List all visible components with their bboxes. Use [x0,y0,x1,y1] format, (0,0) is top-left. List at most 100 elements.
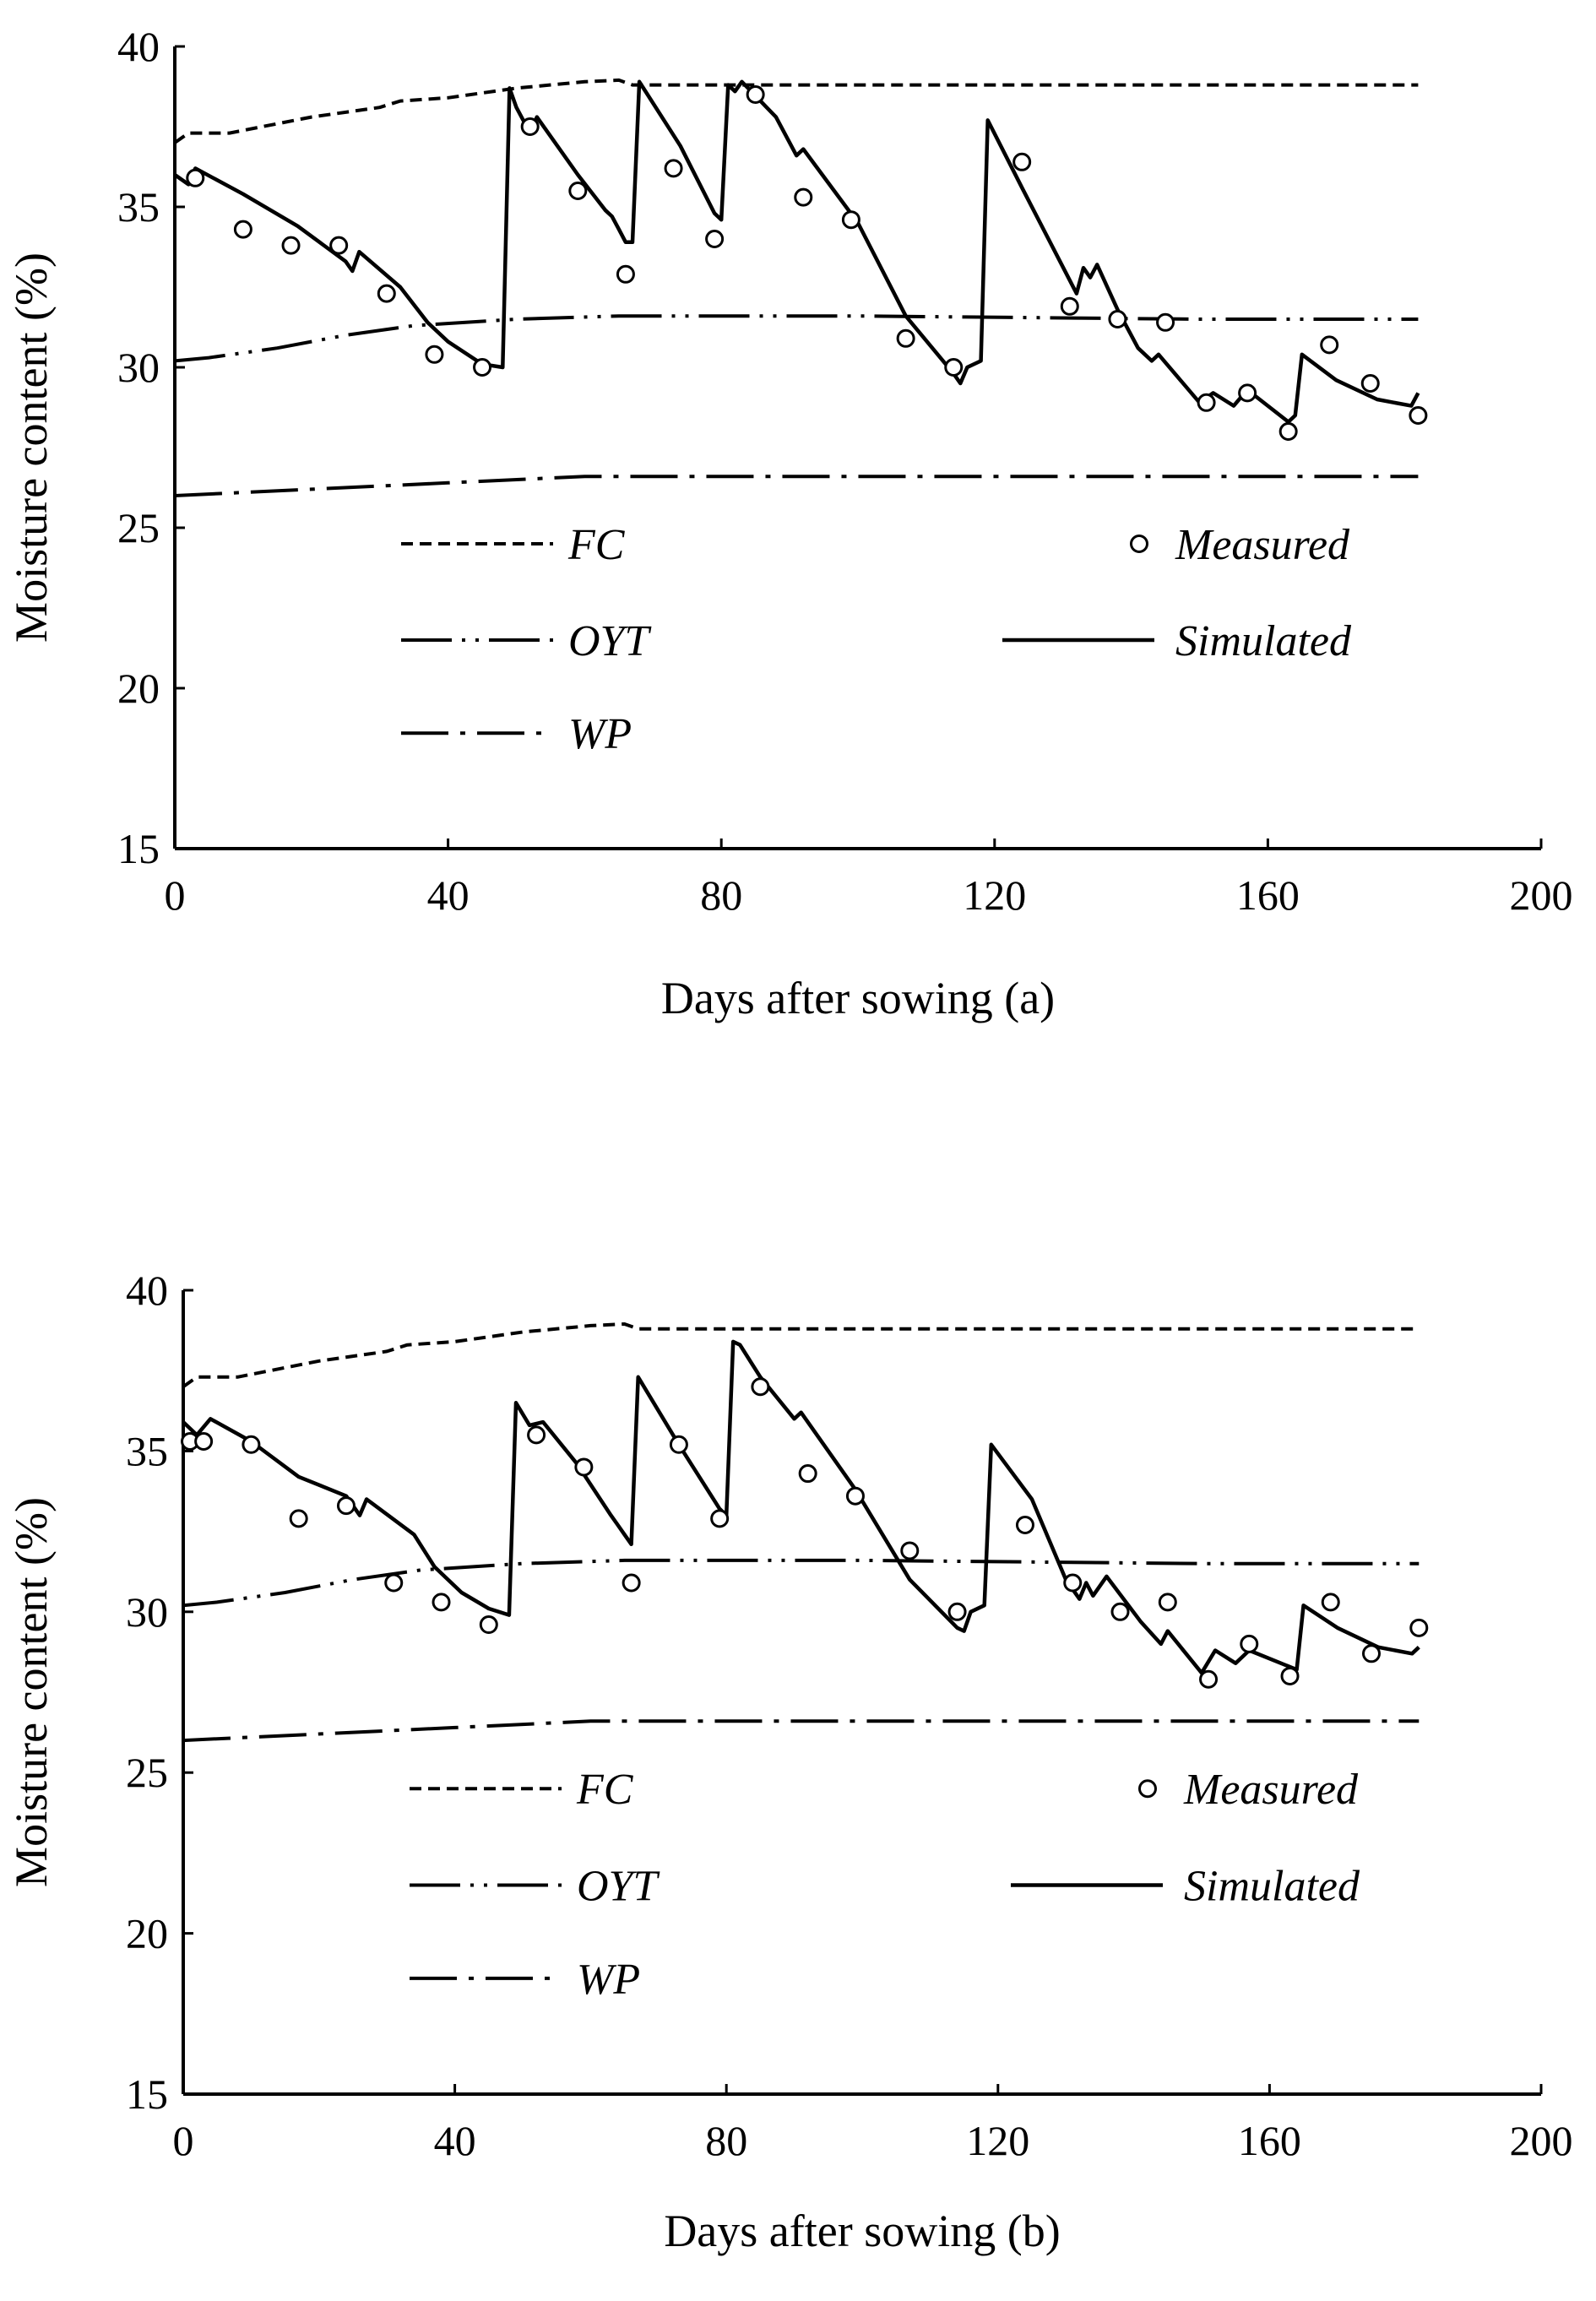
legend-fc-label: FC [576,1766,634,1814]
measured-point [1015,1515,1034,1534]
measured-point [1321,1593,1340,1612]
measured-point [1197,393,1216,412]
series-line-oyt [174,314,1419,363]
y-axis-title: Moisture content (%) [6,252,57,643]
measured-point [1280,1666,1300,1685]
measured-point [329,236,349,255]
measured-point [1320,335,1339,355]
legend-oyt-label: OYT [568,617,651,665]
series-line-fc [173,78,1419,144]
measured-point [281,236,301,255]
chart-panel-a: 15 20 25 30 35 40 0 40 80 120 160 200 Days after sow… [6,23,1573,1023]
y-axis-title: Moisture content (%) [6,1497,57,1887]
x-axis-title-text: Days after sowing [661,973,993,1023]
measured-point [710,1509,730,1528]
x-tick-label: 40 [434,2117,476,2164]
legend: FC Measured OYT Simulated WP [401,521,1352,758]
measured-point [1409,1618,1429,1637]
legend-measured-marker [1138,1779,1157,1799]
measured-point [746,85,765,104]
x-tick-label: 200 [1510,871,1573,919]
measured-point [1362,1644,1381,1663]
measured-point [1240,1634,1259,1653]
measured-point [527,1425,546,1445]
measured-point [845,1486,865,1506]
x-tick-label: 120 [963,871,1026,919]
measured-point [751,1377,770,1397]
measured-point [1156,312,1175,332]
measured-point [568,182,588,200]
panel-label: (a) [1004,973,1055,1023]
measured-point [233,220,252,239]
y-tick-label: 25 [126,1749,168,1796]
x-tick-label: 0 [165,871,186,919]
y-tick-label: 15 [126,2070,168,2118]
measured-point [574,1457,594,1477]
x-tick-label: 80 [700,871,742,919]
series-line-simulated [182,1339,1420,1675]
measured-point [798,1464,817,1484]
measured-point [1199,1669,1219,1689]
measured-point [947,1602,967,1621]
measured-point [1360,374,1380,393]
y-tick-label: 35 [126,1427,168,1474]
panel-label: (b) [1007,2206,1061,2256]
legend-wp-label: WP [568,710,632,758]
measured-point [1278,422,1298,441]
measured-point [1238,383,1257,403]
measured-point [289,1509,308,1528]
legend-measured-label: Measured [1175,521,1350,569]
y-tick-label: 30 [117,344,160,391]
y-tick-label: 30 [126,1588,168,1636]
measured-point [1060,296,1079,316]
x-tick-label: 120 [966,2117,1029,2164]
x-axis-title-text: Days after sowing [664,2206,996,2256]
measured-point [432,1593,451,1612]
y-tick-label: 25 [117,504,160,551]
measured-point [425,345,444,364]
measured-point [622,1573,641,1593]
y-tick-label: 20 [126,1910,168,1957]
series-line-simulated [173,79,1420,424]
legend-simulated-label: Simulated [1184,1862,1360,1910]
measured-point [186,168,205,187]
legend: FC Measured OYT Simulated WP [410,1766,1360,2004]
y-tick-label: 40 [126,1267,168,1314]
measured-point [841,210,860,230]
x-tick-label: 160 [1236,871,1300,919]
measured-point [1158,1593,1177,1612]
measured-point [705,230,725,248]
x-tick-label: 40 [427,871,470,919]
measured-point [1409,406,1428,425]
chart-panel-b: 15 20 25 30 35 40 0 40 80 120 160 200 Days after sow… [6,1267,1573,2256]
legend-fc-label: FC [567,521,626,569]
measured-point [377,284,396,303]
legend-wp-label: WP [577,1956,640,2004]
y-tick-label: 40 [117,23,160,70]
measured-point [664,159,683,178]
series-line-oyt [182,1558,1420,1608]
measured-point [384,1573,404,1593]
y-tick-label: 15 [117,825,160,872]
series-measured [186,85,1428,441]
measured-point [794,187,813,207]
legend-measured-label: Measured [1183,1766,1359,1814]
x-tick-label: 200 [1510,2117,1573,2164]
measured-point [944,358,964,377]
measured-point [1108,310,1127,328]
y-tick-label: 20 [117,665,160,712]
measured-point [896,328,915,348]
x-axis-title: Days after sowing (a) [661,973,1055,1023]
series-line-fc [182,1322,1420,1388]
legend-oyt-label: OYT [577,1862,660,1910]
series-measured [181,1377,1429,1689]
measured-point [479,1615,498,1635]
x-tick-label: 160 [1238,2117,1301,2164]
x-axis-title: Days after sowing (b) [664,2206,1060,2256]
measured-point [1063,1573,1083,1593]
series-line-wp [174,475,1419,497]
measured-point [900,1541,920,1560]
measured-point [1110,1602,1130,1621]
measured-point [473,358,492,377]
measured-point [520,117,540,136]
